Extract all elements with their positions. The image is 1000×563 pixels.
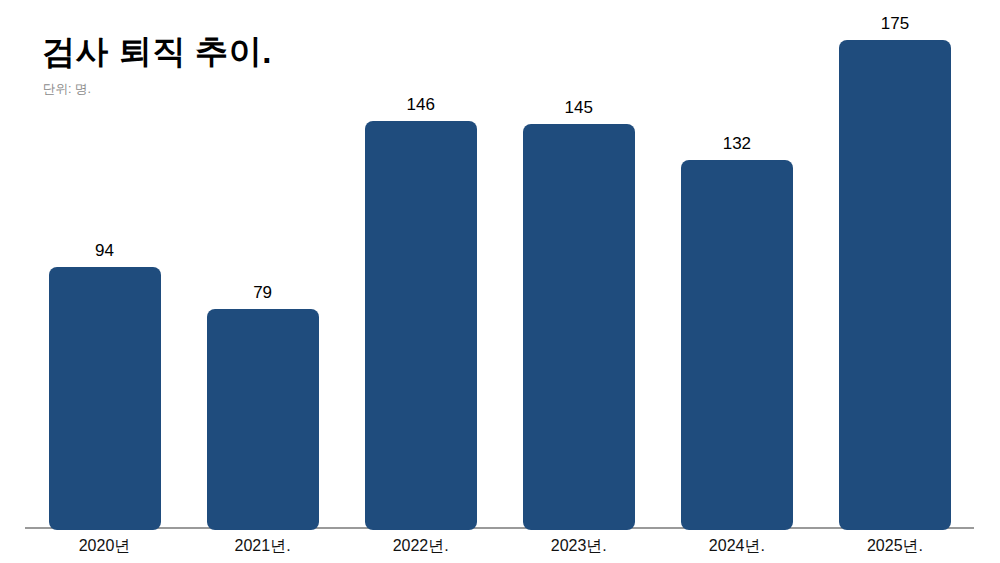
x-tick-label: 2024년. <box>658 536 816 556</box>
x-tick-label: 2020년 <box>26 536 184 556</box>
bar-value-label: 79 <box>207 283 319 303</box>
bar-2020 <box>49 267 161 530</box>
x-tick-label: 2022년. <box>342 536 500 556</box>
bar-value-label: 175 <box>839 14 951 34</box>
bar-2021 <box>207 309 319 530</box>
bar-value-label: 94 <box>49 241 161 261</box>
bar-value-label: 132 <box>681 134 793 154</box>
bar-value-label: 146 <box>365 95 477 115</box>
bar-chart: 검사 퇴직 추이. 단위: 명. 942020년792021년.1462022년… <box>0 0 1000 563</box>
bar-2024 <box>681 160 793 530</box>
bar-2022 <box>365 121 477 530</box>
plot-area: 94 2020년 79 2021년. 146 2022년. 145 2023년. 132 2024… <box>0 0 1000 563</box>
bar-2023 <box>523 124 635 530</box>
x-tick-label: 2023년. <box>500 536 658 556</box>
x-axis-line <box>25 527 974 529</box>
bar-2025 <box>839 40 951 530</box>
x-tick-label: 2025년. <box>816 536 974 556</box>
bar-value-label: 145 <box>523 98 635 118</box>
x-tick-label: 2021년. <box>184 536 342 556</box>
